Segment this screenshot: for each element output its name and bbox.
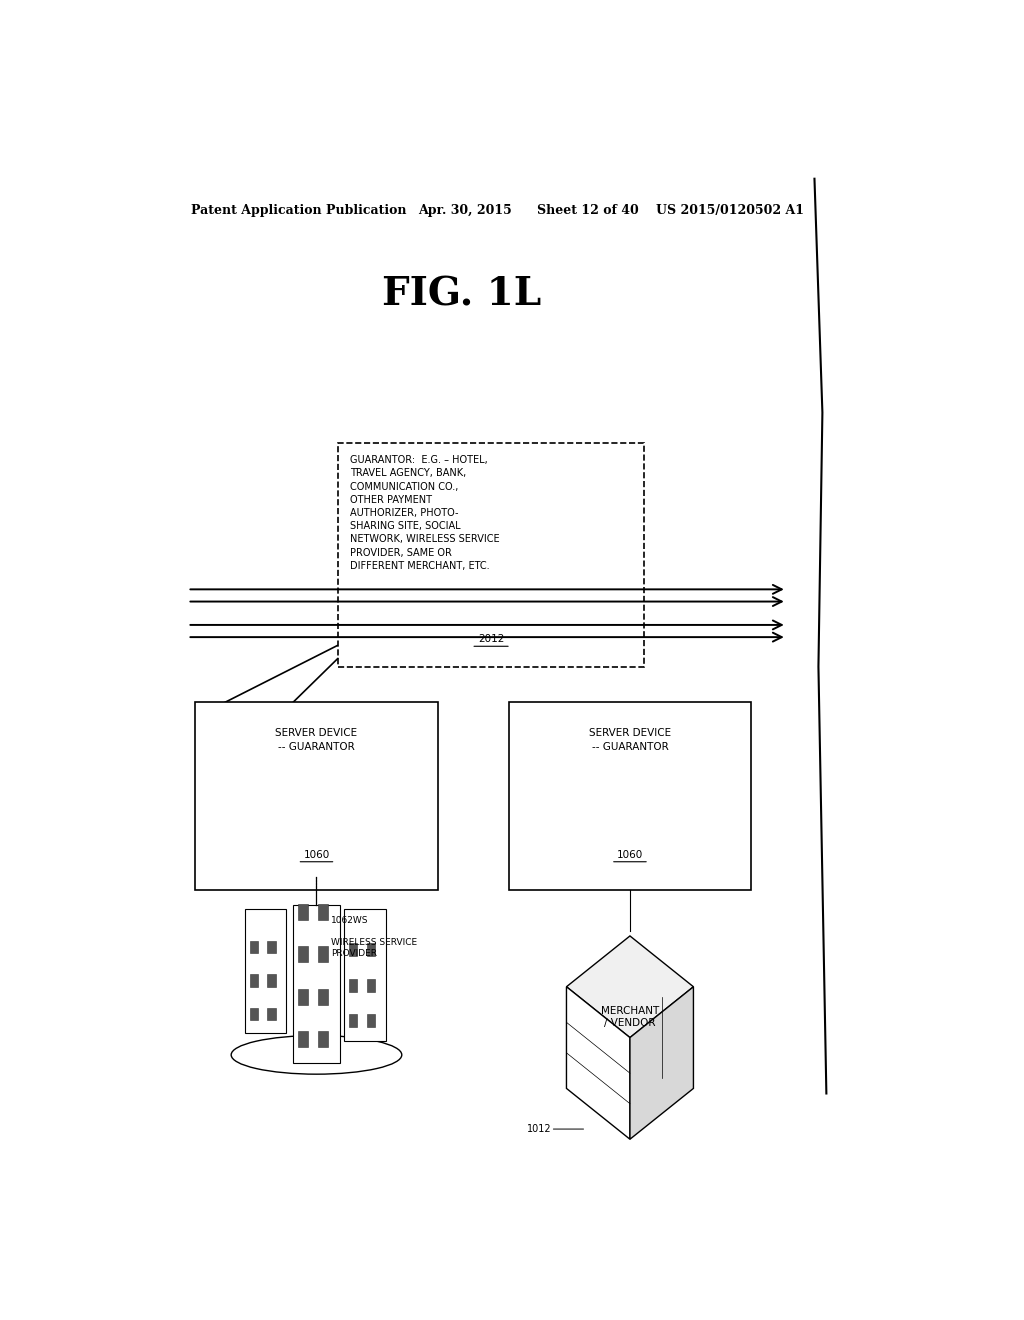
Bar	[318, 904, 328, 920]
Polygon shape	[566, 987, 630, 1139]
Polygon shape	[566, 936, 693, 1038]
Bar	[267, 974, 275, 986]
Text: Patent Application Publication: Patent Application Publication	[191, 205, 407, 216]
Text: MERCHANT
/ VENDOR: MERCHANT / VENDOR	[601, 1006, 659, 1028]
FancyBboxPatch shape	[509, 702, 751, 890]
Bar	[349, 978, 357, 991]
Bar	[298, 904, 308, 920]
Bar	[367, 1014, 375, 1027]
Polygon shape	[630, 987, 693, 1139]
Bar	[344, 908, 385, 1040]
Text: Apr. 30, 2015: Apr. 30, 2015	[418, 205, 511, 216]
Bar	[318, 989, 328, 1005]
Bar	[318, 1031, 328, 1047]
Text: SERVER DEVICE
-- GUARANTOR: SERVER DEVICE -- GUARANTOR	[589, 727, 671, 751]
Ellipse shape	[231, 1036, 401, 1074]
Bar	[367, 942, 375, 956]
Bar	[318, 946, 328, 962]
FancyBboxPatch shape	[196, 702, 437, 890]
Bar	[267, 941, 275, 953]
Bar	[349, 942, 357, 956]
Bar	[245, 908, 287, 1032]
Bar	[298, 989, 308, 1005]
Text: US 2015/0120502 A1: US 2015/0120502 A1	[655, 205, 804, 216]
Bar	[250, 941, 258, 953]
Bar	[267, 1007, 275, 1020]
Text: WIRELESS SERVICE
PROVIDER: WIRELESS SERVICE PROVIDER	[331, 939, 417, 958]
Text: SERVER DEVICE
-- GUARANTOR: SERVER DEVICE -- GUARANTOR	[275, 727, 357, 751]
Bar	[250, 974, 258, 986]
Bar	[349, 1014, 357, 1027]
Text: FIG. 1L: FIG. 1L	[382, 276, 541, 313]
Text: 1062WS: 1062WS	[331, 916, 369, 924]
Text: 1060: 1060	[303, 850, 330, 859]
Text: 1012: 1012	[526, 1125, 551, 1134]
Bar	[298, 1031, 308, 1047]
Bar	[250, 1007, 258, 1020]
Text: 1060: 1060	[616, 850, 643, 859]
Bar	[367, 978, 375, 991]
Bar	[293, 906, 340, 1063]
Bar	[298, 946, 308, 962]
Text: GUARANTOR:  E.G. – HOTEL,
TRAVEL AGENCY, BANK,
COMMUNICATION CO.,
OTHER PAYMENT
: GUARANTOR: E.G. – HOTEL, TRAVEL AGENCY, …	[350, 455, 500, 570]
FancyBboxPatch shape	[338, 444, 644, 667]
Text: Sheet 12 of 40: Sheet 12 of 40	[537, 205, 638, 216]
Text: 2012: 2012	[478, 634, 504, 644]
